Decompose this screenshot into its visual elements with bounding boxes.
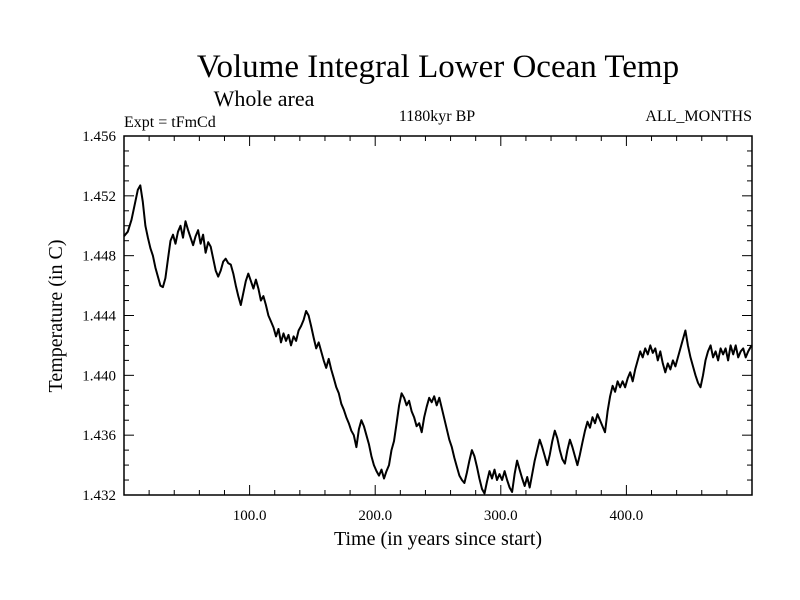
x-tick-label: 200.0	[358, 508, 392, 524]
chart-subtitle: Whole area	[214, 86, 315, 111]
months-label: ALL_MONTHS	[645, 108, 752, 125]
x-tick-label: 100.0	[233, 508, 267, 524]
x-tick-label: 400.0	[610, 508, 644, 524]
x-axis-ticks: 100.0 200.0 300.0 400.0	[148, 136, 728, 524]
y-tick-label: 1.440	[82, 368, 116, 384]
y-axis-label: Temperature (in C)	[45, 240, 67, 393]
y-tick-label: 1.448	[82, 249, 116, 265]
x-tick-label: 300.0	[484, 508, 518, 524]
y-tick-label: 1.432	[82, 488, 116, 504]
temperature-series-line	[123, 184, 753, 495]
y-tick-label: 1.452	[82, 189, 116, 205]
y-tick-label: 1.444	[82, 309, 116, 325]
chart-title: Volume Integral Lower Ocean Temp	[197, 49, 679, 85]
y-tick-label: 1.456	[82, 129, 116, 145]
y-tick-label: 1.436	[82, 428, 116, 444]
y-axis-ticks: 1.432 1.436 1.440 1.444 1.448 1.452 1.456	[82, 129, 752, 504]
experiment-label: Expt = tFmCd	[124, 114, 216, 131]
x-axis-label: Time (in years since start)	[334, 528, 542, 550]
period-label: 1180kyr BP	[399, 108, 475, 125]
plot-frame	[123, 135, 753, 496]
